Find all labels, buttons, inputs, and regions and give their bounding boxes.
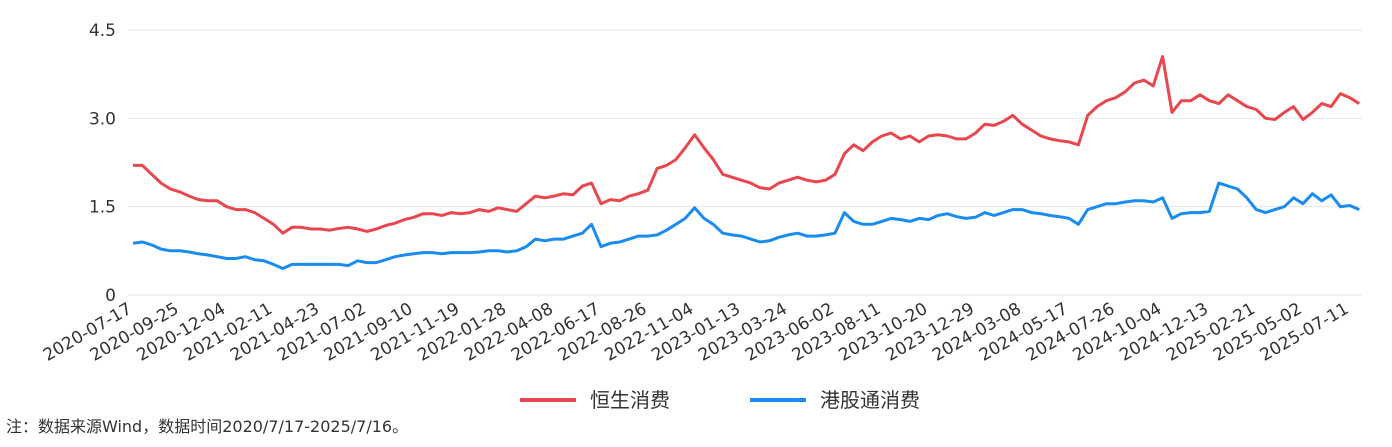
- series-line: [133, 55, 1360, 235]
- series-line: [132, 181, 1360, 270]
- y-tick-label: 3.0: [89, 109, 116, 129]
- y-tick-label: 0: [105, 286, 116, 306]
- y-tick-label: 4.5: [89, 21, 116, 41]
- legend-label: 恒生消费: [590, 388, 670, 412]
- y-tick-label: 1.5: [89, 198, 116, 218]
- legend-label: 港股通消费: [820, 388, 920, 412]
- footnote: 注：数据来源Wind，数据时间2020/7/17-2025/7/16。: [6, 417, 408, 436]
